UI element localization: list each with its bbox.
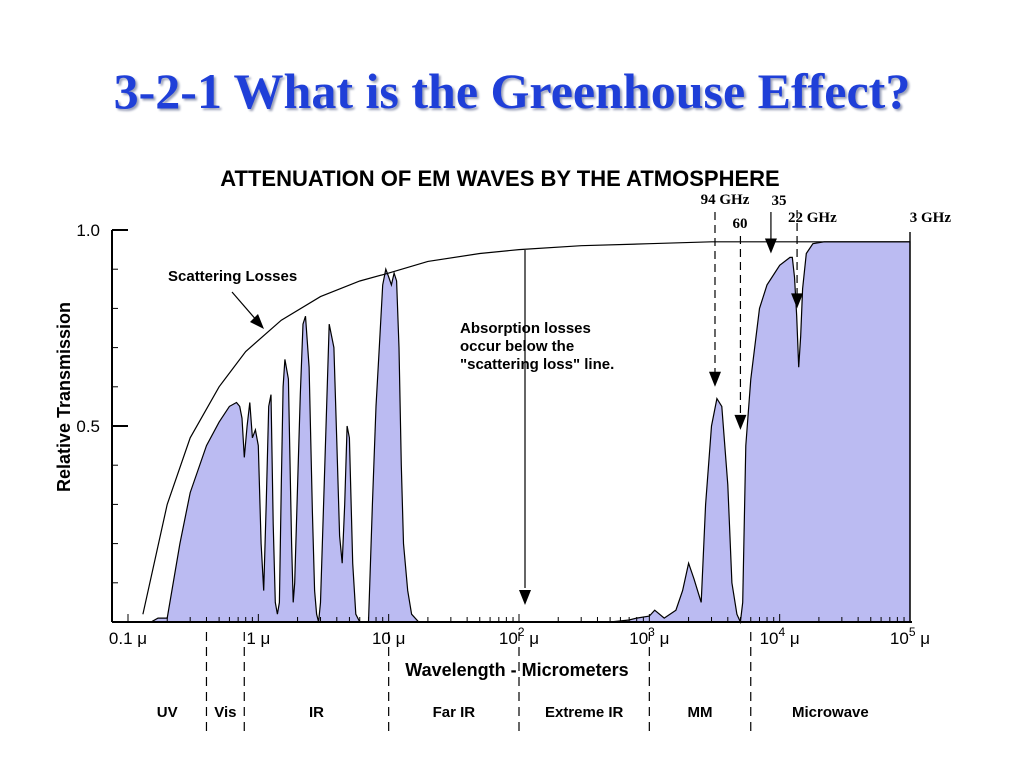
frequency-label: 22 GHz bbox=[788, 210, 837, 226]
svg-text:"scattering loss" line.: "scattering loss" line. bbox=[460, 356, 614, 373]
x-tick-label: 0.1 μ bbox=[109, 629, 147, 648]
chart-title: ATTENUATION OF EM WAVES BY THE ATMOSPHER… bbox=[220, 166, 779, 191]
frequency-label: 94 GHz bbox=[701, 192, 750, 208]
frequency-label: 35 bbox=[772, 193, 787, 209]
x-tick-label: 105 μ bbox=[890, 625, 930, 648]
y-tick-label: 1.0 bbox=[76, 221, 100, 240]
region-dividers bbox=[205, 632, 752, 735]
scattering-losses-annotation: Scattering Losses bbox=[168, 268, 297, 329]
frequency-label: 60 bbox=[733, 216, 748, 232]
y-axis-label: Relative Transmission bbox=[54, 302, 74, 492]
transmission-area bbox=[128, 241, 911, 625]
slide-title: 3-2-1 What is the Greenhouse Effect? bbox=[113, 63, 911, 119]
region-label: Vis bbox=[214, 704, 236, 721]
svg-text:occur below the: occur below the bbox=[460, 338, 574, 355]
y-tick-label: 0.5 bbox=[76, 417, 100, 436]
marker-22ghz bbox=[791, 210, 804, 309]
marker-35ghz bbox=[764, 212, 777, 254]
region-label: Microwave bbox=[792, 704, 869, 721]
marker-60ghz bbox=[734, 236, 747, 430]
x-tick-label: 1 μ bbox=[246, 629, 270, 648]
scattering-loss-line bbox=[142, 241, 910, 615]
x-tick-label: 102 μ bbox=[499, 625, 539, 648]
region-label: Extreme IR bbox=[545, 704, 624, 721]
region-label: IR bbox=[309, 704, 324, 721]
x-tick-label: 103 μ bbox=[629, 625, 669, 648]
marker-94ghz bbox=[708, 212, 721, 387]
x-axis-label: Wavelength - Micrometers bbox=[405, 660, 628, 680]
minor-ticks bbox=[112, 268, 905, 622]
x-tick-label: 104 μ bbox=[760, 625, 800, 648]
region-label: Far IR bbox=[433, 704, 476, 721]
region-label: MM bbox=[688, 704, 713, 721]
frequency-label: 3 GHz bbox=[910, 210, 952, 226]
svg-text:Scattering Losses: Scattering Losses bbox=[168, 268, 297, 285]
region-label: UV bbox=[157, 704, 178, 721]
